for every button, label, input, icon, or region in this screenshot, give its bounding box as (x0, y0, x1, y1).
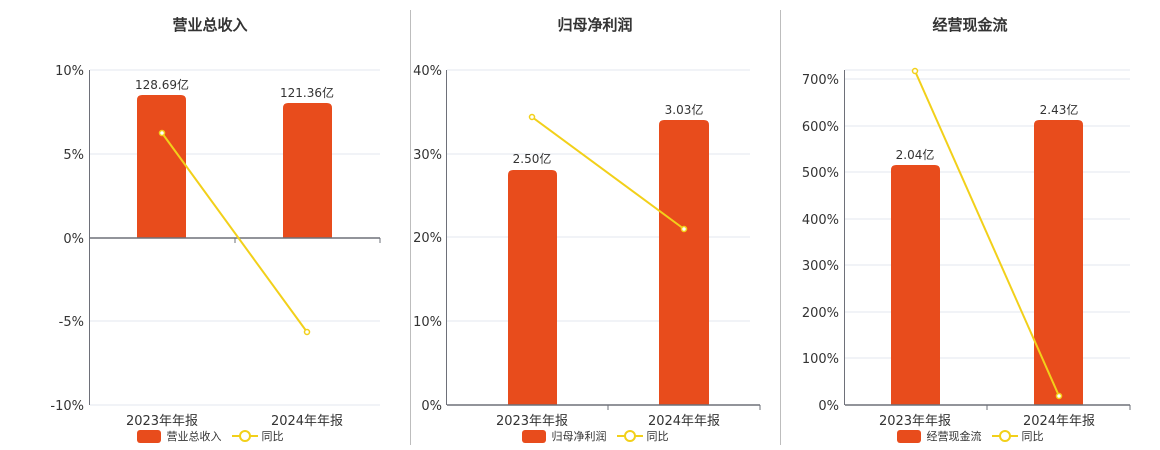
chart-legend: 营业总收入 同比 (0, 428, 420, 444)
bar-legend-swatch-icon[interactable] (136, 429, 161, 443)
y-tick-label: 0% (818, 399, 839, 414)
chart-legend: 归母净利润 同比 (410, 428, 780, 444)
bar-2024[interactable] (659, 120, 709, 405)
chart-panel-net-profit: 归母净利润 40% 30% 20% 10% 0% 2.50亿 3.03亿 202… (410, 0, 780, 450)
revenue-chart: 10% 5% 0% -5% -10% 128.69亿 121.36亿 2023年… (50, 64, 381, 429)
panel-divider (780, 10, 781, 445)
x-category-label: 2024年年报 (271, 414, 343, 429)
yoy-point[interactable] (911, 67, 919, 75)
x-category-label: 2023年年报 (496, 414, 568, 429)
yoy-line (531, 116, 685, 230)
bar-2023[interactable] (137, 95, 186, 238)
chart-legend: 经营现金流 同比 (780, 428, 1160, 444)
y-tick-label: -5% (59, 315, 84, 330)
yoy-line (161, 132, 308, 333)
chart-title: 营业总收入 (172, 16, 248, 34)
y-tick-label: 300% (802, 259, 839, 274)
y-tick-label: -10% (50, 399, 84, 414)
y-tick-label: 700% (802, 73, 839, 88)
yoy-point[interactable] (528, 113, 536, 121)
line-legend-icon[interactable] (616, 429, 643, 443)
y-tick-label: 600% (802, 120, 839, 135)
y-tick-label: 10% (55, 64, 84, 79)
bar-value-label: 2.43亿 (1040, 102, 1079, 117)
operating-cashflow-chart: 700% 600% 500% 400% 300% 200% 100% 0% 2.… (802, 67, 1131, 429)
bar-2023[interactable] (508, 170, 557, 405)
yoy-point[interactable] (680, 225, 688, 233)
y-tick-label: 40% (413, 64, 442, 79)
yoy-point[interactable] (158, 129, 166, 137)
panel-divider (410, 10, 411, 445)
bar-legend-label[interactable]: 归母净利润 (551, 430, 607, 443)
bar-legend-swatch-icon[interactable] (896, 429, 921, 443)
x-category-label: 2023年年报 (879, 414, 951, 429)
y-tick-label: 0% (421, 399, 442, 414)
line-legend-label[interactable]: 同比 (1021, 430, 1044, 443)
x-category-label: 2023年年报 (126, 414, 198, 429)
line-legend-label[interactable]: 同比 (646, 430, 669, 443)
y-tick-label: 500% (802, 166, 839, 181)
chart-panel-revenue: 营业总收入 10% 5% 0% -5% -10% 128.69亿 121.36亿… (0, 0, 410, 450)
net-profit-chart: 40% 30% 20% 10% 0% 2.50亿 3.03亿 2023年年报 2… (413, 64, 761, 429)
y-tick-label: 30% (413, 148, 442, 163)
y-tick-label: 0% (63, 232, 84, 247)
line-legend-label[interactable]: 同比 (261, 430, 284, 443)
bar-value-label: 128.69亿 (135, 77, 189, 92)
x-category-label: 2024年年报 (648, 414, 720, 429)
bar-value-label: 2.04亿 (896, 147, 935, 162)
bar-legend-label[interactable]: 经营现金流 (926, 430, 982, 443)
y-tick-label: 400% (802, 213, 839, 228)
y-tick-label: 20% (413, 231, 442, 246)
line-legend-icon[interactable] (231, 429, 258, 443)
bar-value-label: 3.03亿 (665, 102, 704, 117)
bar-2024[interactable] (1034, 120, 1083, 405)
yoy-line (914, 70, 1060, 397)
y-tick-label: 10% (413, 315, 442, 330)
bar-legend-swatch-icon[interactable] (521, 429, 546, 443)
chart-title: 经营现金流 (932, 16, 1008, 34)
bar-2024[interactable] (283, 103, 332, 238)
yoy-point[interactable] (303, 328, 311, 336)
y-tick-label: 200% (802, 306, 839, 321)
line-legend-icon[interactable] (991, 429, 1018, 443)
bar-2023[interactable] (891, 165, 940, 405)
y-tick-label: 100% (802, 352, 839, 367)
chart-panel-operating-cashflow: 经营现金流 700% 600% 500% 400% 300% 200% 100%… (780, 0, 1160, 450)
chart-title: 归母净利润 (557, 16, 633, 34)
bar-legend-label[interactable]: 营业总收入 (166, 430, 222, 443)
bar-value-label: 2.50亿 (513, 151, 552, 166)
bar-value-label: 121.36亿 (280, 85, 334, 100)
y-tick-label: 5% (63, 148, 84, 163)
yoy-point[interactable] (1055, 392, 1063, 400)
x-category-label: 2024年年报 (1023, 414, 1095, 429)
